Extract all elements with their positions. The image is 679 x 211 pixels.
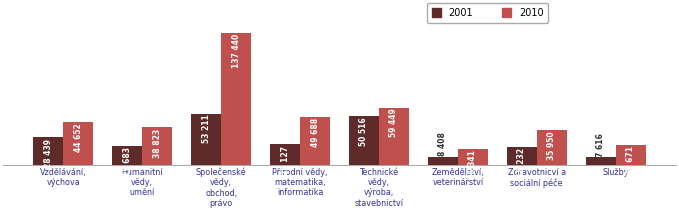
Bar [221,32,251,165]
Text: 50 516: 50 516 [359,117,369,146]
Legend: 2001, 2010: 2001, 2010 [427,3,548,23]
Bar [586,157,616,165]
Text: 38 823: 38 823 [153,128,162,158]
Text: 20 671: 20 671 [626,146,635,175]
Bar [349,116,379,165]
Bar [428,157,458,165]
Bar [191,114,221,165]
Text: 35 950: 35 950 [547,131,556,160]
Bar [33,137,63,165]
Text: 59 449: 59 449 [390,109,399,138]
Text: 21 127: 21 127 [280,146,289,174]
Text: 137 440: 137 440 [232,34,240,68]
Bar [458,149,488,165]
Text: 8 408: 8 408 [439,132,447,156]
Bar [112,146,143,165]
Bar [300,117,330,165]
Bar [616,145,646,165]
Text: 18 232: 18 232 [517,148,526,177]
Text: 7 616: 7 616 [596,133,605,157]
Text: 53 211: 53 211 [202,115,210,143]
Bar [270,144,300,165]
Text: 28 439: 28 439 [44,139,53,168]
Bar [536,130,567,165]
Text: 49 688: 49 688 [310,118,320,147]
Bar [143,127,172,165]
Bar [63,122,93,165]
Text: 19 683: 19 683 [123,147,132,176]
Text: 44 652: 44 652 [74,123,83,152]
Bar [379,108,409,165]
Bar [507,147,536,165]
Text: 16 341: 16 341 [469,150,477,179]
